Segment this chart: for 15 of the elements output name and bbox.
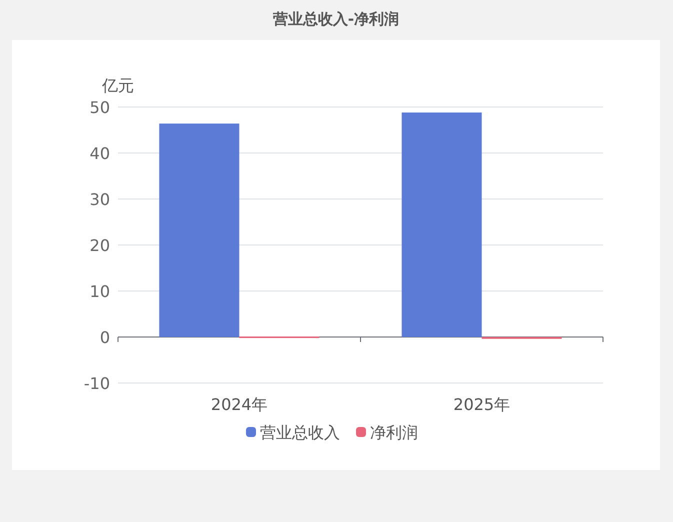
y-tick-label: -10: [84, 374, 110, 393]
y-tick-label: 30: [90, 190, 110, 209]
y-tick-label: 50: [90, 98, 110, 117]
y-tick-label: 0: [100, 328, 110, 347]
legend-label: 净利润: [370, 423, 418, 442]
y-tick-label: 20: [90, 236, 110, 255]
y-tick-label: 40: [90, 144, 110, 163]
y-tick-label: 10: [90, 282, 110, 301]
y-axis-title: 亿元: [101, 76, 134, 95]
x-tick-label: 2024年: [210, 395, 268, 414]
bar: [159, 124, 240, 337]
x-tick-label: 2025年: [453, 395, 510, 414]
legend-label: 营业总收入: [260, 423, 340, 442]
chart-title: 营业总收入-净利润: [272, 10, 400, 28]
bar: [402, 112, 482, 337]
